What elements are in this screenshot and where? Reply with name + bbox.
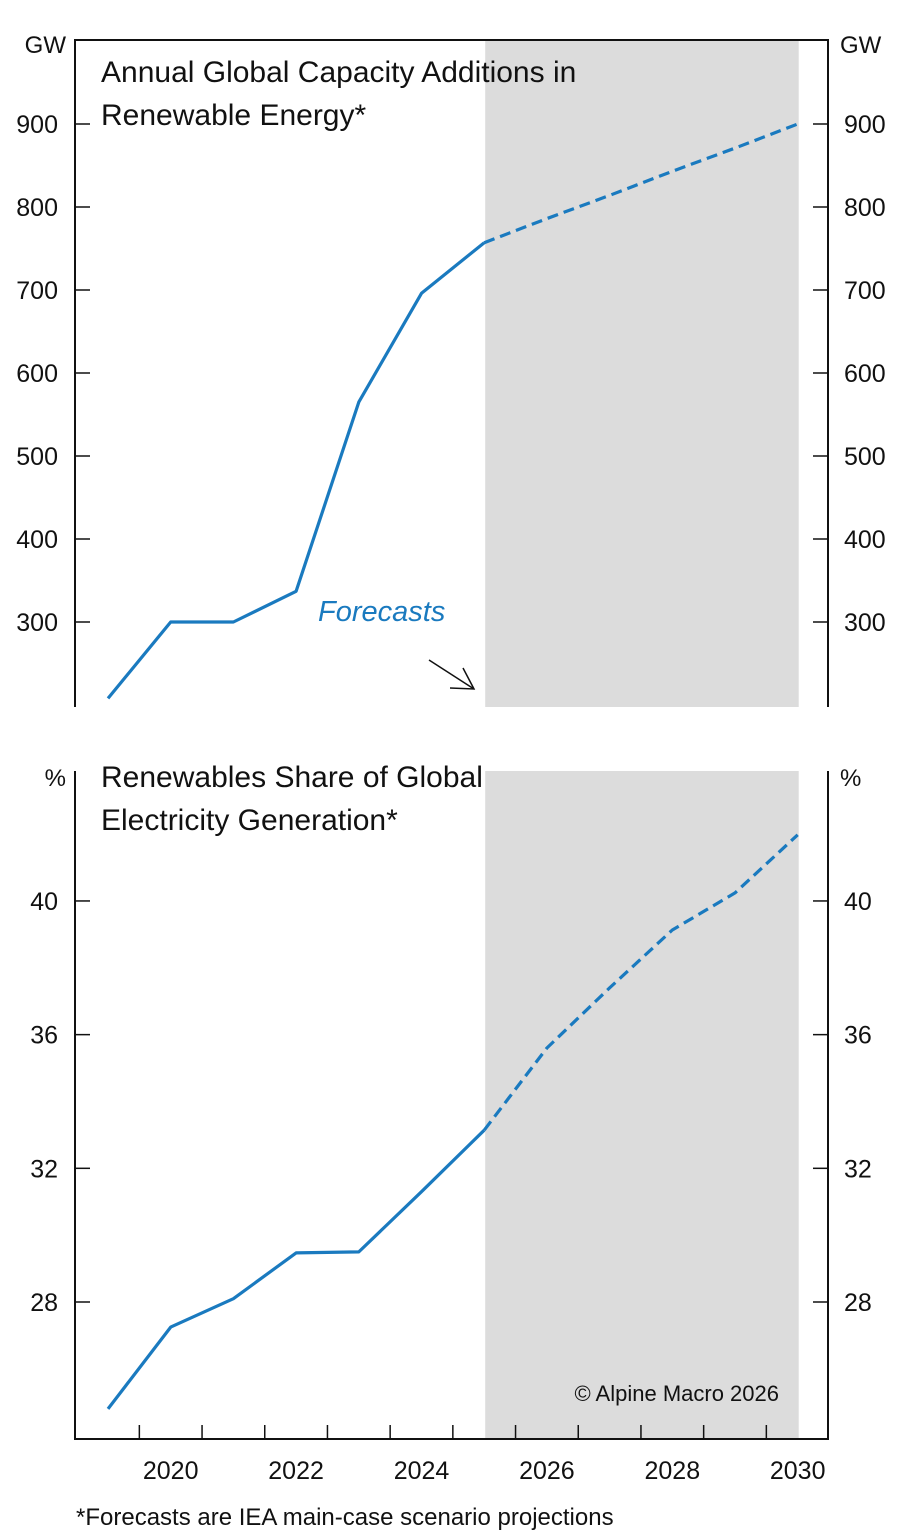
y-unit-label-right: GW	[840, 32, 882, 59]
y-unit-label-left: GW	[25, 32, 67, 59]
y-tick-label-right: 900	[844, 111, 886, 139]
x-tick-label: 2024	[394, 1457, 450, 1485]
y-tick-label-right: 500	[844, 443, 886, 471]
y-tick-label-left: 36	[30, 1022, 58, 1050]
y-tick-label-left: 900	[16, 111, 58, 139]
actual-line	[106, 1129, 486, 1410]
x-tick-label: 2022	[268, 1457, 324, 1485]
capacity-additions-panel: 300 300 400 400 500 500 600 600 700 700 800 800 900 9…	[16, 32, 886, 707]
arrow-icon	[428, 659, 476, 690]
y-tick-label-left: 300	[16, 609, 58, 637]
title-line-2: Renewable Energy*	[101, 99, 366, 132]
title-line-2: Electricity Generation*	[101, 804, 398, 837]
y-unit-label-right: %	[840, 765, 861, 792]
y-tick-label-right: 40	[844, 888, 872, 916]
footnote: *Forecasts are IEA main-case scenario pr…	[76, 1504, 614, 1531]
forecast-shade	[485, 40, 799, 707]
title-line-1: Renewables Share of Global	[101, 761, 483, 794]
y-tick-label-left: 32	[30, 1155, 58, 1183]
y-tick-label-left: 40	[30, 888, 58, 916]
y-tick-label-right: 32	[844, 1155, 872, 1183]
series-group	[106, 833, 799, 1410]
y-tick-label-left: 400	[16, 526, 58, 554]
renewables-share-panel: 28 28 32 32 36 36 40 40 2020 2022 2024 2026 2028 203…	[30, 761, 872, 1485]
y-unit-label-left: %	[45, 765, 66, 792]
y-tick-label-right: 28	[844, 1289, 872, 1317]
y-tick-label-left: 28	[30, 1289, 58, 1317]
y-ticks: 300 300 400 400 500 500 600 600 700 700 800 800 900 9…	[16, 111, 885, 637]
x-tick-label: 2026	[519, 1457, 575, 1485]
forecasts-annotation: Forecasts	[318, 596, 445, 628]
forecast-line	[482, 833, 799, 1132]
actual-line	[106, 241, 486, 700]
x-tick-label: 2020	[143, 1457, 199, 1485]
copyright-notice: © Alpine Macro 2026	[574, 1381, 779, 1406]
y-tick-label-right: 700	[844, 277, 886, 305]
forecast-shade	[485, 771, 799, 1439]
y-tick-label-left: 600	[16, 360, 58, 388]
arrow-head	[449, 667, 476, 690]
panel-title: Annual Global Capacity Additions in Rene…	[101, 56, 585, 132]
y-tick-label-right: 800	[844, 194, 886, 222]
y-tick-label-left: 500	[16, 443, 58, 471]
forecast-line	[483, 122, 799, 245]
y-tick-label-left: 700	[16, 277, 58, 305]
y-tick-label-right: 300	[844, 609, 886, 637]
y-tick-label-left: 800	[16, 194, 58, 222]
y-tick-label-right: 36	[844, 1022, 872, 1050]
title-line-1: Annual Global Capacity Additions in	[101, 56, 576, 89]
arrow-shaft	[428, 659, 475, 690]
y-tick-label-right: 400	[844, 526, 886, 554]
y-tick-label-right: 600	[844, 360, 886, 388]
y-ticks: 28 28 32 32 36 36 40 40	[30, 888, 872, 1317]
x-tick-label: 2030	[770, 1457, 826, 1485]
series-group	[106, 122, 799, 700]
x-ticks: 2020 2022 2024 2026 2028 2030	[138, 1425, 826, 1485]
panel-title: Renewables Share of Global Electricity G…	[101, 761, 491, 837]
x-tick-label: 2028	[644, 1457, 700, 1485]
